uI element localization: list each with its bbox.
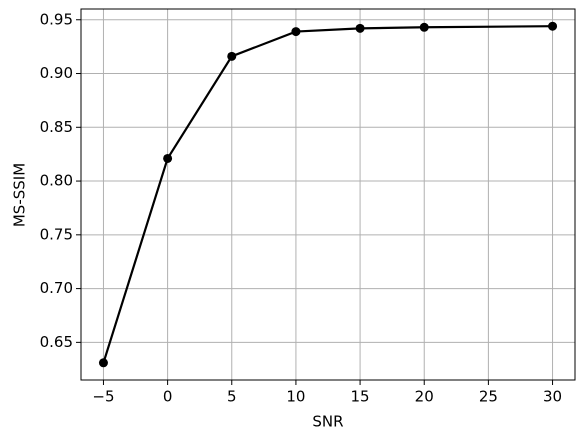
- x-axis-label: SNR: [312, 413, 343, 431]
- x-tick-label: 10: [286, 388, 305, 406]
- data-point: [291, 27, 301, 37]
- y-tick-label: 0.70: [40, 279, 73, 297]
- y-tick-label: 0.95: [40, 10, 73, 28]
- x-tick-label: 20: [415, 388, 434, 406]
- data-point: [355, 23, 365, 33]
- y-tick-label: 0.75: [40, 225, 73, 243]
- x-tick-label: −5: [92, 388, 114, 406]
- data-line: [102, 25, 553, 364]
- x-tick-label: 5: [227, 388, 237, 406]
- data-point: [419, 22, 429, 32]
- y-axis-label: MS-SSIM: [11, 163, 29, 227]
- plot-frame: [80, 8, 576, 381]
- y-tick-label: 0.80: [40, 172, 73, 190]
- data-point: [163, 153, 173, 163]
- y-tick-label: 0.90: [40, 64, 73, 82]
- x-tick-label: 15: [351, 388, 370, 406]
- x-tick-label: 25: [479, 388, 498, 406]
- data-point: [548, 21, 558, 31]
- x-tick-label: 30: [543, 388, 562, 406]
- y-tick-label: 0.65: [40, 333, 73, 351]
- data-point: [227, 51, 237, 61]
- y-tick-label: 0.85: [40, 118, 73, 136]
- data-point: [98, 358, 108, 368]
- x-tick-label: 0: [163, 388, 173, 406]
